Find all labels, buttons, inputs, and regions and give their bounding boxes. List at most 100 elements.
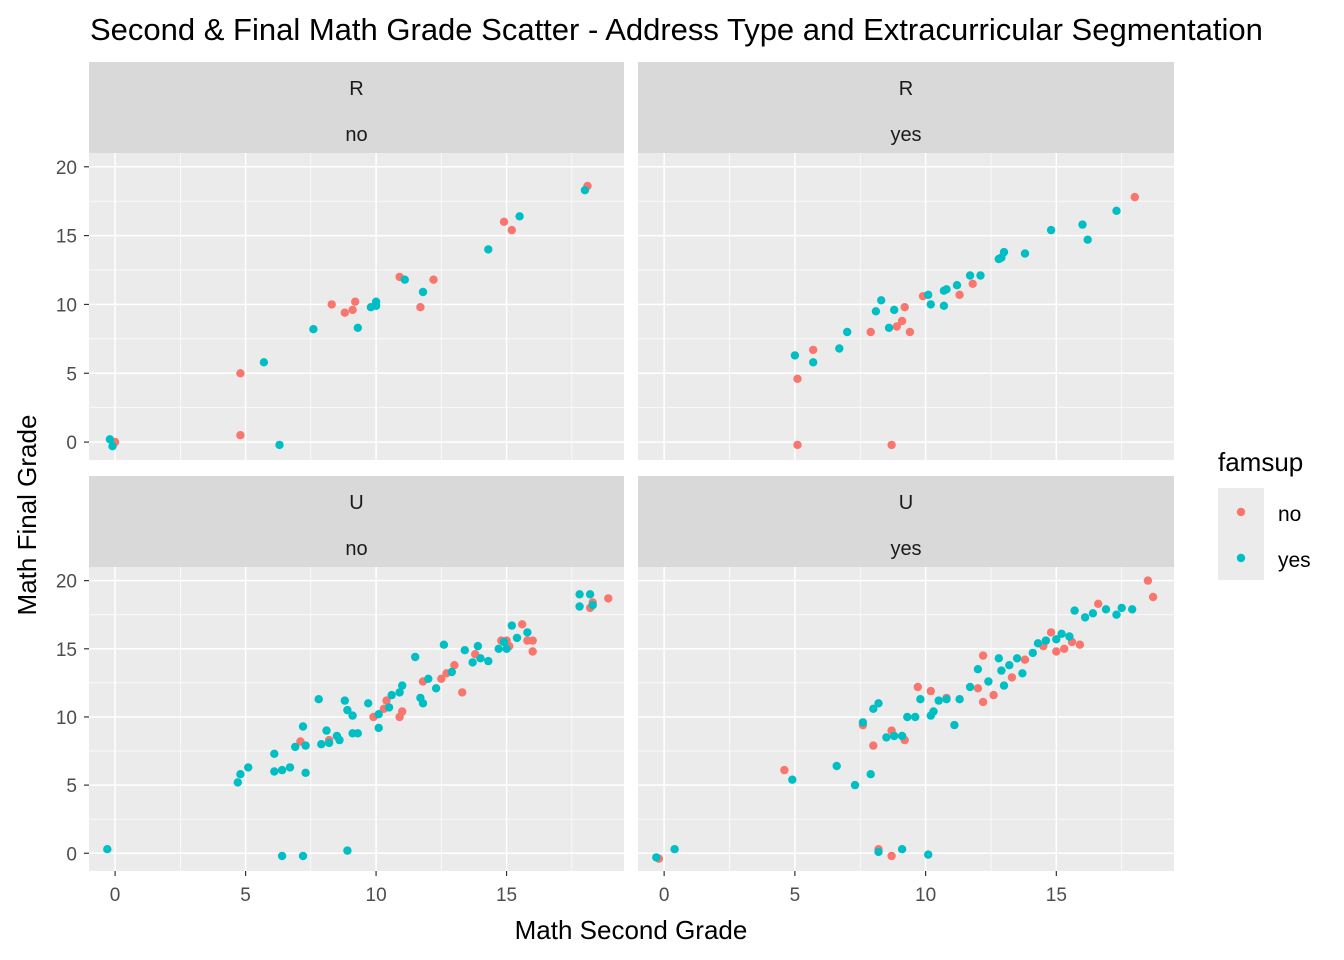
- point-famsup-yes: [843, 327, 852, 337]
- y-tick-label: 0: [66, 433, 77, 454]
- point-famsup-yes: [877, 296, 886, 305]
- point-famsup-yes: [1112, 206, 1121, 215]
- point-famsup-yes: [431, 684, 441, 693]
- point-famsup-yes: [890, 305, 899, 315]
- point-famsup-yes: [1046, 225, 1056, 235]
- point-famsup-yes: [317, 740, 326, 749]
- point-famsup-no: [416, 303, 425, 312]
- point-famsup-no: [866, 327, 875, 337]
- point-famsup-no: [351, 297, 360, 306]
- point-famsup-no: [327, 300, 336, 309]
- point-famsup-yes: [835, 344, 844, 353]
- point-famsup-no: [793, 374, 802, 383]
- y-tick-label: 5: [66, 776, 77, 797]
- x-tick-label: 5: [240, 885, 251, 906]
- strip-R-yes: [638, 62, 1174, 153]
- point-famsup-yes: [291, 742, 300, 752]
- x-tick-label: 15: [1046, 885, 1067, 906]
- y-tick-label: 0: [66, 844, 77, 865]
- point-famsup-yes: [364, 699, 373, 708]
- point-famsup-yes: [353, 323, 362, 332]
- strip-label-activities: yes: [890, 538, 921, 560]
- point-famsup-yes: [340, 696, 349, 705]
- point-famsup-no: [382, 696, 391, 705]
- point-famsup-yes: [468, 658, 477, 667]
- point-famsup-yes: [916, 695, 925, 704]
- point-famsup-yes: [523, 628, 532, 637]
- point-famsup-no: [869, 741, 878, 750]
- point-famsup-yes: [984, 677, 993, 686]
- point-famsup-yes: [890, 731, 899, 741]
- point-famsup-yes: [270, 749, 279, 758]
- point-famsup-no: [437, 674, 446, 683]
- point-famsup-yes: [575, 590, 584, 599]
- point-famsup-yes: [374, 723, 383, 733]
- point-famsup-yes: [1065, 632, 1074, 641]
- point-famsup-no: [1052, 647, 1061, 656]
- point-famsup-no: [518, 620, 527, 629]
- legend-key-no: [1236, 507, 1246, 517]
- point-famsup-yes: [884, 323, 894, 332]
- point-famsup-yes: [270, 767, 279, 776]
- point-famsup-no: [887, 440, 896, 450]
- point-famsup-no: [398, 707, 407, 716]
- point-famsup-yes: [484, 656, 493, 666]
- strip-label-address: U: [899, 492, 913, 514]
- point-famsup-no: [978, 651, 988, 660]
- point-famsup-no: [604, 594, 613, 603]
- point-famsup-yes: [858, 718, 868, 727]
- point-famsup-no: [955, 290, 964, 299]
- chart-title: Second & Final Math Grade Scatter - Addr…: [90, 12, 1263, 47]
- panel-R-no: Rno: [89, 62, 624, 460]
- strip-label-address: R: [899, 78, 913, 100]
- point-famsup-yes: [108, 442, 117, 451]
- point-famsup-yes: [999, 247, 1009, 257]
- point-famsup-yes: [1078, 220, 1087, 229]
- point-famsup-yes: [1088, 609, 1098, 618]
- point-famsup-yes: [939, 301, 949, 310]
- point-famsup-yes: [301, 768, 310, 777]
- point-famsup-yes: [788, 775, 797, 784]
- point-famsup-no: [973, 684, 983, 693]
- point-famsup-yes: [353, 729, 362, 738]
- point-famsup-yes: [507, 621, 516, 630]
- point-famsup-yes: [670, 845, 679, 854]
- panel-U-no: Uno: [89, 476, 624, 871]
- point-famsup-no: [1143, 576, 1153, 585]
- point-famsup-yes: [285, 763, 295, 772]
- point-famsup-yes: [494, 644, 503, 653]
- point-famsup-yes: [439, 640, 449, 649]
- point-famsup-yes: [1057, 629, 1066, 638]
- y-tick-label: 15: [56, 227, 77, 248]
- point-famsup-yes: [515, 212, 524, 221]
- point-famsup-yes: [502, 644, 511, 653]
- y-tick-label: 20: [56, 158, 77, 179]
- point-famsup-no: [450, 661, 459, 670]
- point-famsup-yes: [976, 271, 985, 280]
- x-tick-label: 10: [366, 885, 387, 906]
- panel-background: [89, 567, 624, 871]
- x-tick-label: 0: [110, 885, 121, 906]
- point-famsup-yes: [1020, 249, 1030, 258]
- point-famsup-yes: [832, 761, 841, 771]
- point-famsup-yes: [575, 602, 584, 611]
- point-famsup-yes: [897, 731, 907, 741]
- point-famsup-yes: [374, 710, 383, 719]
- legend: famsup no yes: [1218, 447, 1311, 580]
- point-famsup-no: [1148, 592, 1158, 602]
- point-famsup-yes: [1101, 605, 1111, 614]
- point-famsup-yes: [324, 738, 334, 748]
- legend-label-yes: yes: [1278, 549, 1311, 572]
- point-famsup-yes: [1080, 613, 1090, 622]
- axes-layer: 0 5 10 15 20 0 5 10 15 20 0 5 10 15 0 5 10 15: [56, 158, 1067, 906]
- point-famsup-no: [926, 686, 935, 696]
- x-tick-label: 5: [790, 885, 801, 906]
- point-famsup-no: [809, 345, 818, 355]
- point-famsup-yes: [476, 654, 485, 663]
- point-famsup-yes: [903, 712, 912, 722]
- point-famsup-yes: [1083, 235, 1092, 244]
- point-famsup-no: [905, 327, 915, 337]
